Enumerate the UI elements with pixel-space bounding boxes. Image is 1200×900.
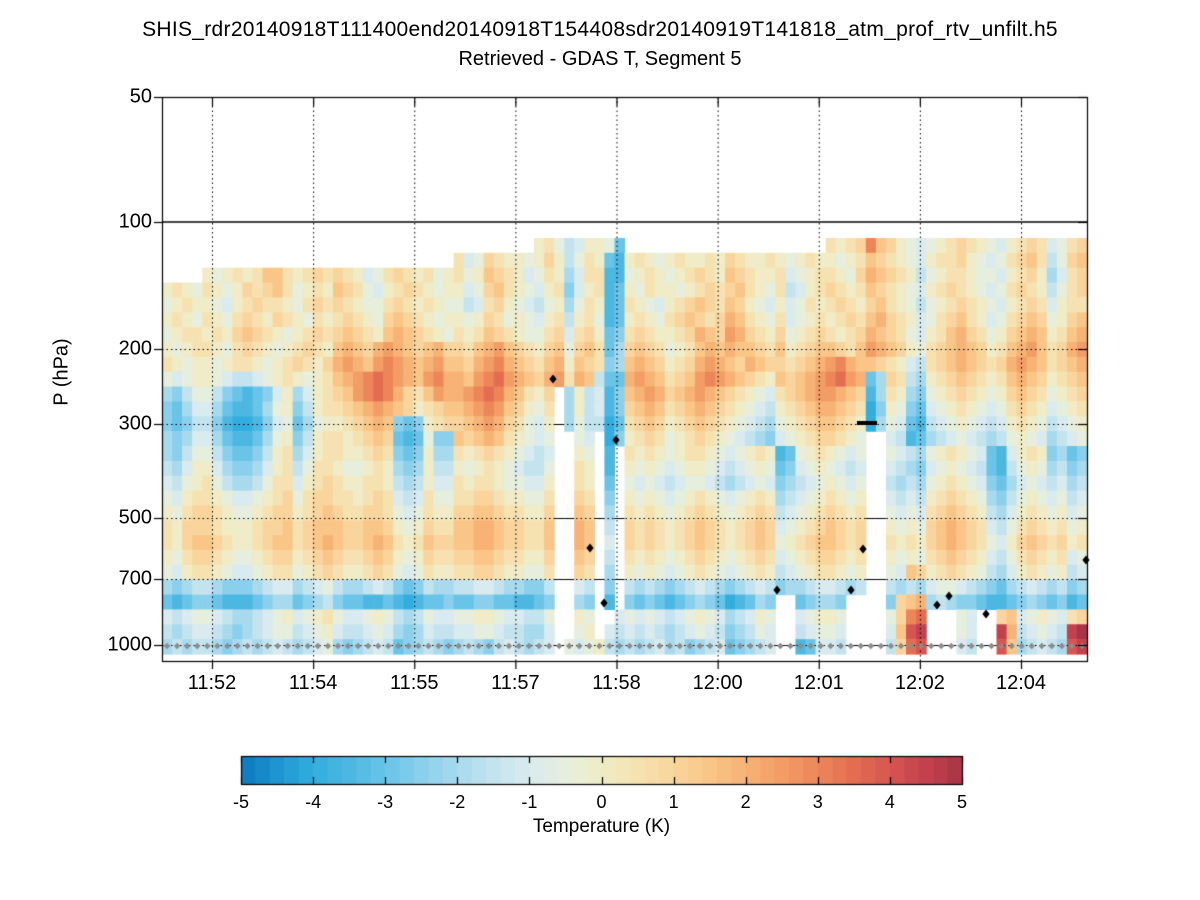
x-tick-label: 11:55	[389, 672, 439, 694]
colorbar-tick-label: 1	[668, 792, 679, 812]
x-tick-label: 12:02	[894, 672, 945, 694]
y-tick-label: 100	[118, 210, 152, 233]
y-tick-label: 1000	[107, 633, 153, 656]
x-tick-label: 11:52	[187, 672, 237, 694]
x-tick-label: 11:58	[592, 672, 641, 694]
colorbar-tick-label: -5	[232, 792, 250, 812]
y-axis-label: P (hPa)	[50, 338, 73, 406]
y-tick-label: 700	[118, 567, 152, 590]
y-tick-label: 200	[118, 337, 152, 360]
colorbar-tick-label: 2	[740, 792, 751, 812]
figure-title-line2: Retrieved - GDAS T, Segment 5	[458, 48, 742, 70]
colorbar-tick-label: 4	[884, 792, 895, 812]
x-tick-label: 12:00	[692, 672, 743, 694]
x-tick-label: 11:54	[288, 672, 338, 694]
x-tick-label: 12:04	[995, 672, 1047, 694]
colorbar-tick-label: 0	[596, 792, 607, 812]
colorbar-label: Temperature (K)	[532, 816, 671, 837]
y-tick-label: 50	[129, 85, 152, 108]
figure-title-line1: SHIS_rdr20140918T111400end20140918T15440…	[142, 18, 1058, 41]
colorbar-tick-label: -4	[305, 792, 322, 812]
y-tick-label: 300	[118, 412, 152, 435]
colorbar-tick-label: -3	[377, 792, 394, 812]
colorbar-tick-label: 5	[956, 792, 968, 812]
colorbar-tick-label: 3	[812, 792, 823, 812]
x-tick-label: 11:57	[491, 672, 540, 694]
y-tick-label: 500	[118, 506, 152, 529]
colorbar-tick-label: -2	[449, 792, 466, 812]
x-tick-label: 12:01	[793, 672, 844, 694]
colorbar-tick-label: -1	[521, 792, 538, 812]
